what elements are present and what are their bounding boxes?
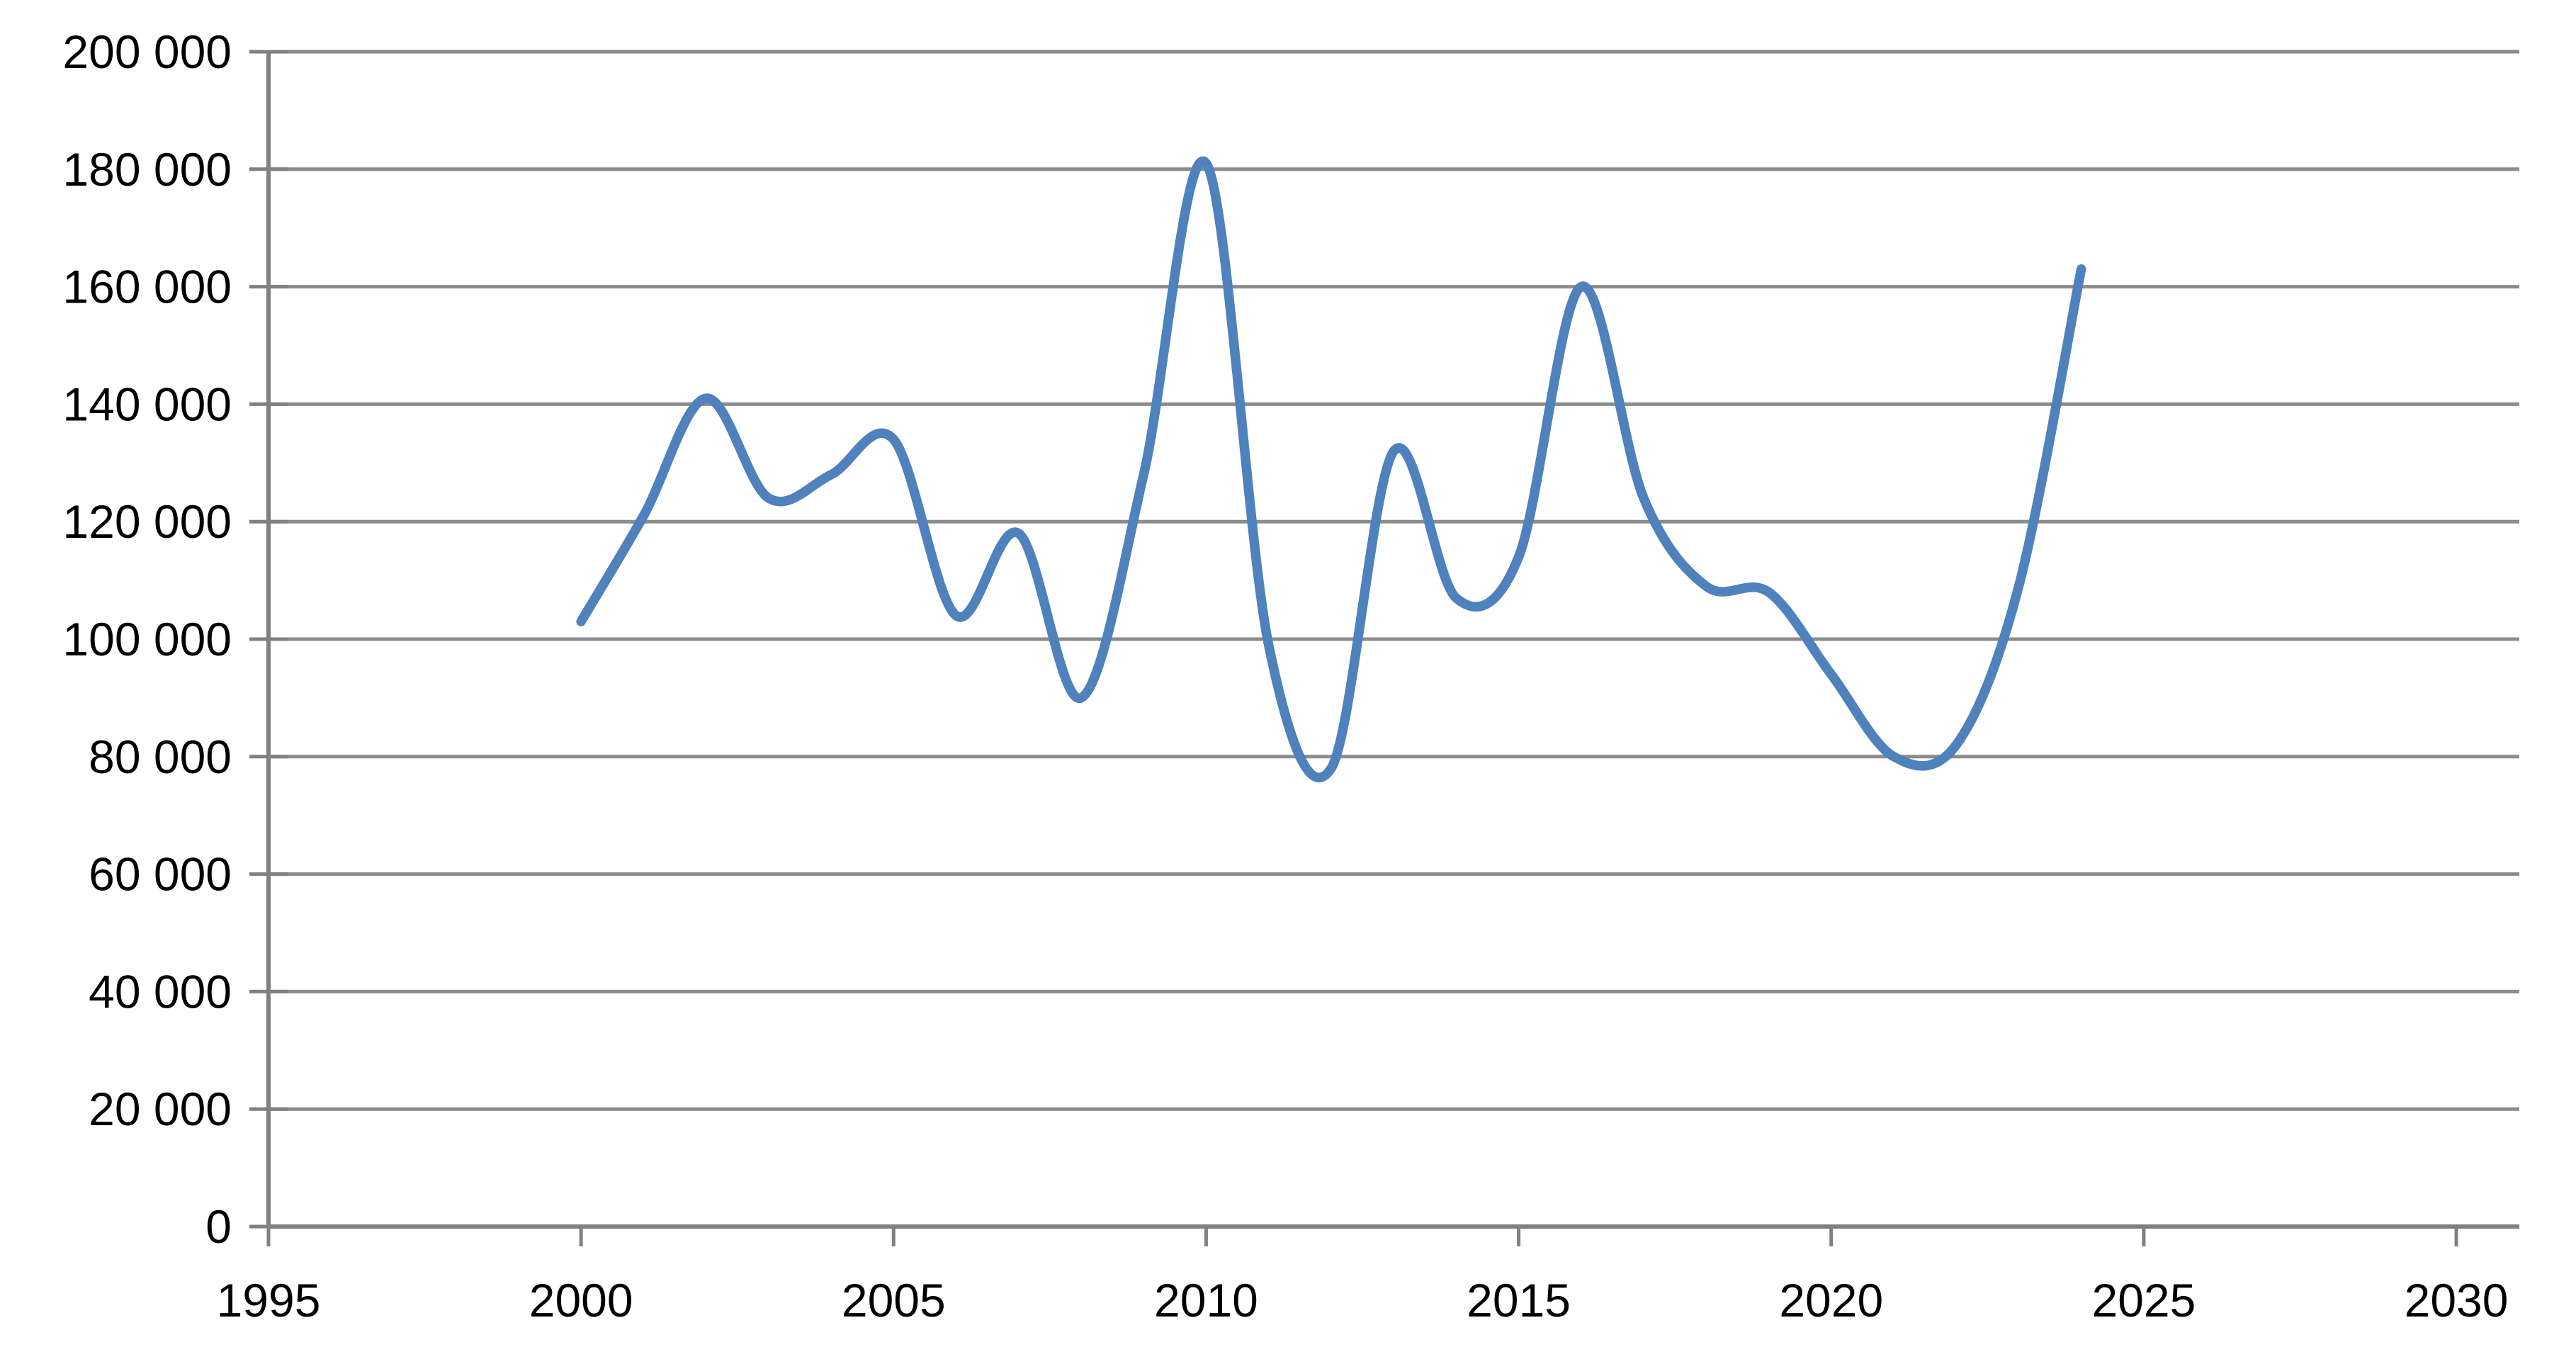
- x-tick-label: 2015: [1467, 1274, 1571, 1326]
- x-tick-label: 2025: [2091, 1274, 2196, 1326]
- x-tick-label: 2000: [529, 1274, 633, 1326]
- y-tick-label: 40 000: [89, 965, 232, 1018]
- y-tick-label: 20 000: [89, 1083, 232, 1135]
- y-tick-label: 0: [205, 1200, 232, 1253]
- y-tick-label: 160 000: [62, 261, 232, 313]
- series-line: [576, 156, 2086, 783]
- y-tick-label: 60 000: [89, 848, 232, 901]
- x-tick-label: 2005: [842, 1274, 946, 1326]
- y-tick-label: 140 000: [62, 378, 232, 430]
- x-tick-label: 2020: [1779, 1274, 1883, 1326]
- x-tick-label: 1995: [217, 1274, 321, 1326]
- y-tick-label: 120 000: [62, 495, 232, 548]
- x-tick-label: 2010: [1154, 1274, 1258, 1326]
- y-tick-label: 200 000: [62, 26, 232, 78]
- y-tick-label: 80 000: [89, 731, 232, 783]
- y-tick-label: 100 000: [62, 613, 232, 665]
- x-tick-label: 2030: [2405, 1274, 2509, 1326]
- y-tick-label: 180 000: [62, 143, 232, 196]
